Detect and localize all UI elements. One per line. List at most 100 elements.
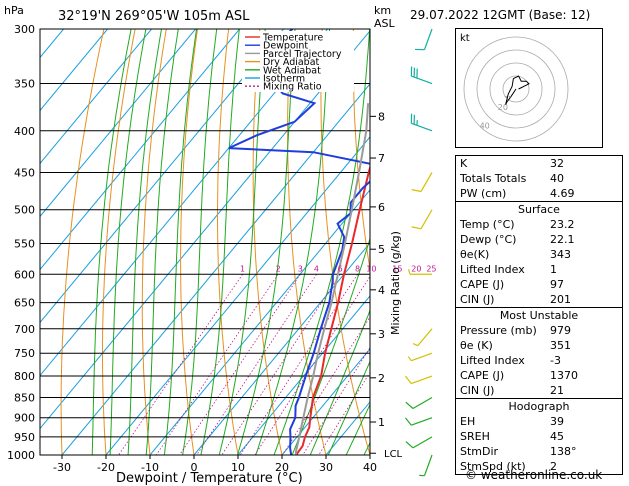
isotherm-line	[149, 189, 370, 455]
hodograph-ring	[476, 49, 556, 129]
indices-panel: K 32 Totals Totals 40 PW (cm) 4.69 Surface Te…	[455, 155, 623, 475]
surface-section-title: Surface	[456, 201, 622, 217]
hodograph-ring-label: 20	[498, 103, 508, 112]
isotherm-line	[40, 29, 196, 218]
mixing-ratio-line	[239, 274, 358, 455]
legend-label: Dewpoint	[263, 41, 308, 52]
stat-value: -3	[550, 354, 561, 367]
mixing-ratio-label: 3	[298, 264, 303, 273]
wet-adiabat-lines	[91, 29, 370, 455]
wet-adiabat	[182, 29, 218, 455]
asl-label: ASL	[374, 17, 396, 30]
plot-frame	[39, 28, 371, 456]
mixing-ratio-line	[254, 275, 370, 455]
isotherm-line	[281, 348, 370, 455]
stat-value: 343	[550, 248, 571, 261]
legend-label: Mixing Ratio	[263, 82, 322, 93]
pressure-tick-label: 800	[14, 370, 35, 383]
wind-barbs	[404, 28, 433, 477]
pressure-tick-label: 300	[14, 23, 35, 36]
mixing-ratio-label: 8	[355, 264, 360, 273]
stat-row: Totals Totals 40	[456, 171, 622, 186]
wet-adiabat	[218, 29, 266, 455]
stat-key: Dewp (°C)	[460, 233, 517, 246]
x-tick-label: 20	[275, 461, 289, 474]
dry-adiabat	[102, 29, 136, 455]
pressure-tick-label: 900	[14, 412, 35, 425]
stat-row: CIN (J) 201	[456, 292, 622, 307]
stat-key: θe (K)	[460, 339, 493, 352]
stat-row: EH 39	[456, 414, 622, 429]
stat-key: θe(K)	[460, 248, 490, 261]
stat-value: 23.2	[550, 218, 575, 231]
mixing-ratio-line	[196, 274, 317, 455]
km-tick-label: 6	[378, 201, 385, 214]
wet-adiabat	[255, 29, 331, 455]
stat-key: EH	[460, 415, 476, 428]
stat-value: 351	[550, 339, 571, 352]
wind-barb	[412, 328, 433, 347]
pressure-tick-label: 350	[14, 78, 35, 91]
stat-value: 21	[550, 384, 564, 397]
wet-adiabat	[327, 360, 370, 455]
sounding-series	[228, 29, 370, 455]
stat-value: 2	[550, 460, 557, 473]
stat-value: 4.69	[550, 187, 575, 200]
isotherm-line	[193, 242, 370, 455]
mixing-ratio-line	[221, 274, 341, 455]
pressure-tick-label: 700	[14, 323, 35, 336]
mixing-ratio-label: 4	[314, 264, 319, 273]
km-tick-label: 1	[378, 416, 385, 429]
hodograph-ring-label: 40	[480, 121, 490, 130]
legend-label: Parcel Trajectory	[263, 49, 342, 60]
wind-barb	[407, 352, 433, 362]
km-tick-label: 4	[378, 284, 385, 297]
wind-barb	[411, 209, 433, 230]
stat-key: CIN (J)	[460, 384, 495, 397]
pressure-tick-label: 450	[14, 166, 35, 179]
mixing-ratio-label: 1	[240, 264, 245, 273]
stat-row: StmSpd (kt) 2	[456, 459, 622, 474]
wind-barb	[419, 454, 433, 477]
lcl-label: LCL	[384, 449, 403, 460]
x-axis-label: Dewpoint / Temperature (°C)	[116, 471, 303, 486]
datetime-title: 29.07.2022 12GMT (Base: 12)	[410, 8, 591, 22]
stat-row: Pressure (mb) 979	[456, 323, 622, 338]
wind-barb	[404, 417, 433, 426]
hodograph-ring	[502, 75, 530, 103]
stat-row: StmDir 138°	[456, 444, 622, 459]
hodograph-panel: kt 20 40	[455, 28, 603, 148]
stat-row: CAPE (J) 97	[456, 277, 622, 292]
isotherm-line	[40, 30, 370, 430]
legend-label: Temperature	[262, 33, 323, 44]
stat-value: 1	[550, 263, 557, 276]
x-tick-label: 0	[191, 461, 198, 474]
wet-adiabat	[200, 29, 240, 455]
stat-row: θe(K) 343	[456, 247, 622, 262]
mixing-ratio-label: 15	[392, 264, 402, 273]
dry-adiabat	[352, 29, 370, 273]
pressure-tick-label: 400	[14, 125, 35, 138]
wind-barb	[407, 269, 432, 275]
wet-adiabat	[145, 29, 179, 455]
isotherm-line	[40, 29, 284, 324]
location-title: 32°19'N 269°05'W 105m ASL	[58, 9, 250, 24]
stat-row: K 32	[456, 156, 622, 171]
dry-adiabat	[320, 29, 370, 455]
copyright-notice: © weatheronline.co.uk	[465, 468, 603, 482]
isotherm-line	[40, 29, 152, 165]
wet-adiabat	[91, 29, 132, 455]
stat-row: CIN (J) 21	[456, 383, 622, 398]
wind-barb	[411, 172, 433, 193]
stat-key: StmSpd (kt)	[460, 460, 526, 473]
isotherm-line	[40, 29, 108, 112]
mixing-ratio-label: 20	[411, 264, 421, 273]
isotherm-line	[105, 136, 370, 455]
wet-adiabat	[345, 403, 370, 455]
hpa-label: hPa	[4, 4, 24, 17]
most-unstable-section-title: Most Unstable	[456, 307, 622, 323]
legend-label: Dry Adiabat	[263, 57, 320, 68]
stat-row: Dewp (°C) 22.1	[456, 232, 622, 247]
wind-barb	[410, 113, 433, 132]
wet-adiabat	[109, 29, 147, 455]
